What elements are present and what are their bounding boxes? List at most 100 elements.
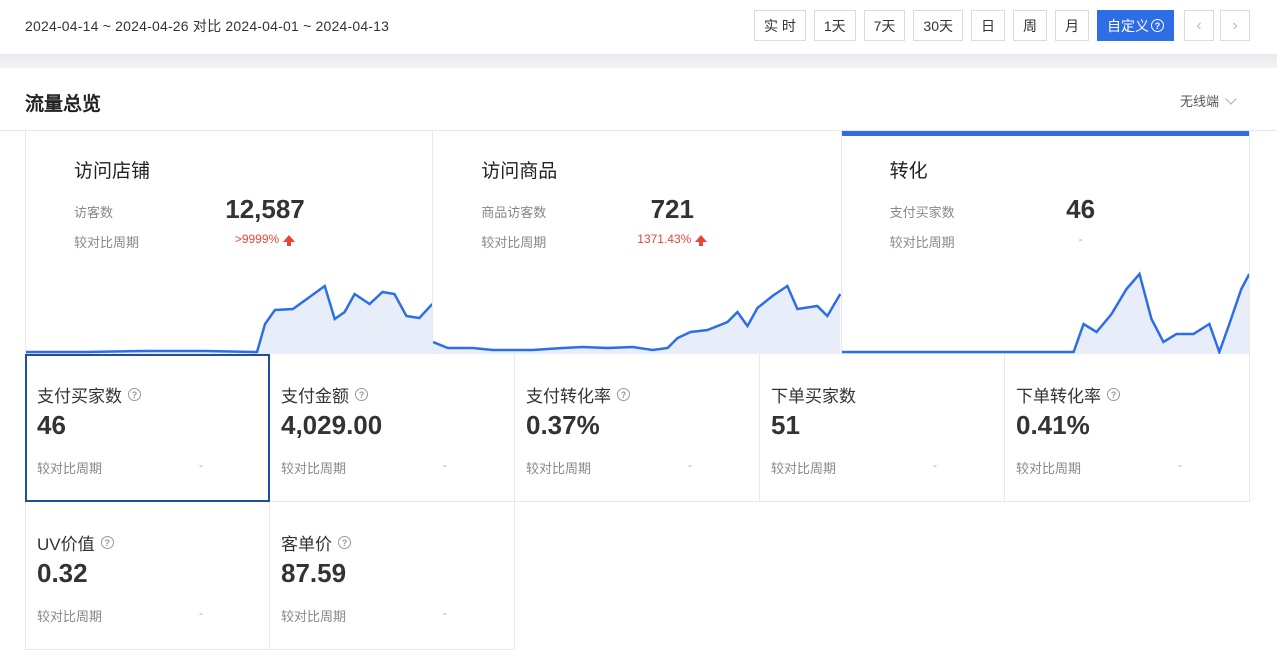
- metric-compare-label: 较对比周期: [281, 609, 347, 624]
- help-icon[interactable]: ?: [128, 388, 141, 401]
- card-title: 访问店铺: [74, 161, 151, 182]
- card-compare-value: -: [1078, 232, 1083, 246]
- range-button-custom[interactable]: 自定义 ?: [1097, 10, 1174, 41]
- arrow-up-icon: [283, 235, 296, 246]
- metric-compare-value: -: [688, 458, 692, 472]
- card-metric-label: 支付买家数: [889, 205, 955, 220]
- sparkline-visit-product: [433, 284, 841, 354]
- chevron-left-icon[interactable]: ‹: [1184, 10, 1214, 41]
- card-compare-label: 较对比周期: [889, 235, 955, 250]
- metric-value: 0.37%: [526, 410, 600, 440]
- metric-order-conversion[interactable]: 下单转化率? 0.41% 较对比周期 -: [1005, 354, 1250, 502]
- metric-compare-label: 较对比周期: [771, 461, 837, 476]
- metric-compare-value: -: [443, 606, 447, 620]
- range-button-week[interactable]: 周: [1013, 10, 1047, 41]
- sparkline-area: [841, 274, 1249, 354]
- range-button-month[interactable]: 月: [1055, 10, 1089, 41]
- metric-value: 4,029.00: [281, 410, 383, 440]
- metric-pay-amount[interactable]: 支付金额? 4,029.00 较对比周期 -: [270, 354, 515, 502]
- metric-name: 客单价?: [281, 530, 351, 555]
- metric-uv-value[interactable]: UV价值? 0.32 较对比周期 -: [25, 502, 270, 650]
- metric-avg-order-price[interactable]: 客单价? 87.59 较对比周期 -: [270, 502, 515, 650]
- card-metric-value: 721: [650, 194, 694, 224]
- card-conversion[interactable]: 转化 支付买家数 46 较对比周期 -: [841, 131, 1250, 354]
- metric-pay-conversion[interactable]: 支付转化率? 0.37% 较对比周期 -: [515, 354, 760, 502]
- metric-name: 支付金额?: [281, 382, 368, 407]
- card-title: 访问商品: [481, 161, 558, 182]
- metric-compare-label: 较对比周期: [37, 609, 103, 624]
- range-button-30days[interactable]: 30天: [913, 10, 963, 41]
- card-compare-text: 1371.43%: [637, 232, 692, 246]
- range-button-1day[interactable]: 1天: [813, 10, 856, 41]
- chevron-right-icon[interactable]: ›: [1220, 10, 1250, 41]
- range-button-7days[interactable]: 7天: [863, 10, 906, 41]
- card-visit-store[interactable]: 访问店铺 访客数 12,587 较对比周期 >9999%: [25, 131, 434, 354]
- card-compare-value: 1371.43%: [607, 232, 737, 246]
- chevron-down-icon: [1225, 92, 1237, 105]
- sparkline-line: [841, 271, 1249, 354]
- date-range-text: 2024-04-14 ~ 2024-04-26 对比 2024-04-01 ~ …: [25, 18, 390, 34]
- metric-name: 下单转化率?: [1016, 382, 1120, 407]
- range-button-day[interactable]: 日: [971, 10, 1005, 41]
- arrow-up-icon: [695, 235, 708, 246]
- metric-name: UV价值?: [37, 530, 114, 555]
- card-compare-text: >9999%: [234, 232, 280, 246]
- metric-compare-value: -: [443, 458, 447, 472]
- range-button-custom-label: 自定义: [1107, 17, 1149, 34]
- metric-name-text: 支付金额: [281, 387, 349, 406]
- metric-name-text: 下单转化率: [1016, 387, 1101, 406]
- question-icon: ?: [1151, 19, 1164, 32]
- card-compare-value: >9999%: [200, 232, 330, 246]
- card-metric-value: 12,587: [225, 194, 305, 224]
- metric-row: 支付买家数? 46 较对比周期 - 支付金额? 4,029.00 较对比周期 -…: [25, 354, 1250, 502]
- metric-grid: 支付买家数? 46 较对比周期 - 支付金额? 4,029.00 较对比周期 -…: [25, 354, 1250, 650]
- metric-name-text: 客单价: [281, 535, 332, 554]
- period-nav: ‹ ›: [1184, 10, 1250, 41]
- metric-compare-label: 较对比周期: [1016, 461, 1082, 476]
- sparkline-area: [26, 286, 433, 354]
- metric-name-text: 下单买家数: [771, 387, 856, 406]
- overview-cards: 访问店铺 访客数 12,587 较对比周期 >9999% 访问商品 商品访客数 …: [25, 131, 1250, 354]
- metric-name-text: 支付买家数: [37, 387, 122, 406]
- help-icon[interactable]: ?: [338, 536, 351, 549]
- card-metric-label: 商品访客数: [481, 205, 547, 220]
- metric-value: 46: [37, 410, 66, 440]
- metric-compare-value: -: [199, 606, 203, 620]
- metric-row: UV价值? 0.32 较对比周期 - 客单价? 87.59 较对比周期 -: [25, 502, 1250, 650]
- range-button-realtime[interactable]: 实 时: [753, 10, 806, 41]
- help-icon[interactable]: ?: [1107, 388, 1120, 401]
- range-button-group: 实 时 1天 7天 30天 日 周 月 自定义 ? ‹ ›: [753, 10, 1250, 41]
- device-select[interactable]: 无线端: [1179, 91, 1237, 110]
- card-compare-label: 较对比周期: [74, 235, 140, 250]
- section-divider: [0, 54, 1277, 68]
- section-title: 流量总览: [25, 94, 102, 115]
- metric-name-text: 支付转化率: [526, 387, 611, 406]
- metric-compare-label: 较对比周期: [37, 461, 103, 476]
- metric-pay-buyers[interactable]: 支付买家数? 46 较对比周期 -: [25, 354, 270, 502]
- metric-value: 51: [771, 410, 800, 440]
- sparkline-line: [26, 283, 433, 354]
- device-select-value: 无线端: [1179, 94, 1219, 109]
- help-icon[interactable]: ?: [100, 536, 114, 549]
- metric-compare-label: 较对比周期: [526, 461, 592, 476]
- help-icon[interactable]: ?: [617, 388, 630, 401]
- card-compare-label: 较对比周期: [481, 235, 547, 250]
- section-header: 流量总览 无线端: [0, 68, 1277, 131]
- card-visit-product[interactable]: 访问商品 商品访客数 721 较对比周期 1371.43%: [433, 131, 842, 354]
- metric-name: 下单买家数: [771, 382, 856, 407]
- card-title: 转化: [889, 161, 928, 182]
- card-metric-value: 46: [1066, 194, 1096, 224]
- metric-name-text: UV价值: [37, 535, 95, 554]
- metric-compare-value: -: [199, 458, 203, 472]
- sparkline-area: [433, 286, 841, 354]
- metric-value: 87.59: [281, 558, 347, 588]
- date-toolbar: 2024-04-14 ~ 2024-04-26 对比 2024-04-01 ~ …: [0, 0, 1277, 54]
- metric-name: 支付转化率?: [526, 382, 630, 407]
- metric-name: 支付买家数?: [37, 382, 141, 407]
- help-icon[interactable]: ?: [355, 388, 368, 401]
- card-metric-label: 访客数: [74, 205, 114, 220]
- metric-order-buyers[interactable]: 下单买家数 51 较对比周期 -: [760, 354, 1005, 502]
- metric-compare-value: -: [1178, 458, 1182, 472]
- metric-compare-label: 较对比周期: [281, 461, 347, 476]
- sparkline-line: [433, 284, 841, 352]
